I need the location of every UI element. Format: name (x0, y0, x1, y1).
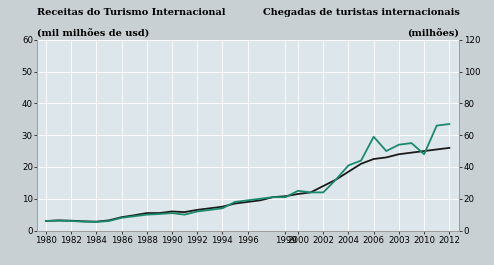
Text: Receitas do Turismo Internacional: Receitas do Turismo Internacional (37, 8, 226, 17)
Text: Chegadas de turistas internacionais: Chegadas de turistas internacionais (262, 8, 459, 17)
Text: (mil milhões de usd): (mil milhões de usd) (37, 29, 149, 38)
Text: (milhões): (milhões) (408, 29, 459, 38)
